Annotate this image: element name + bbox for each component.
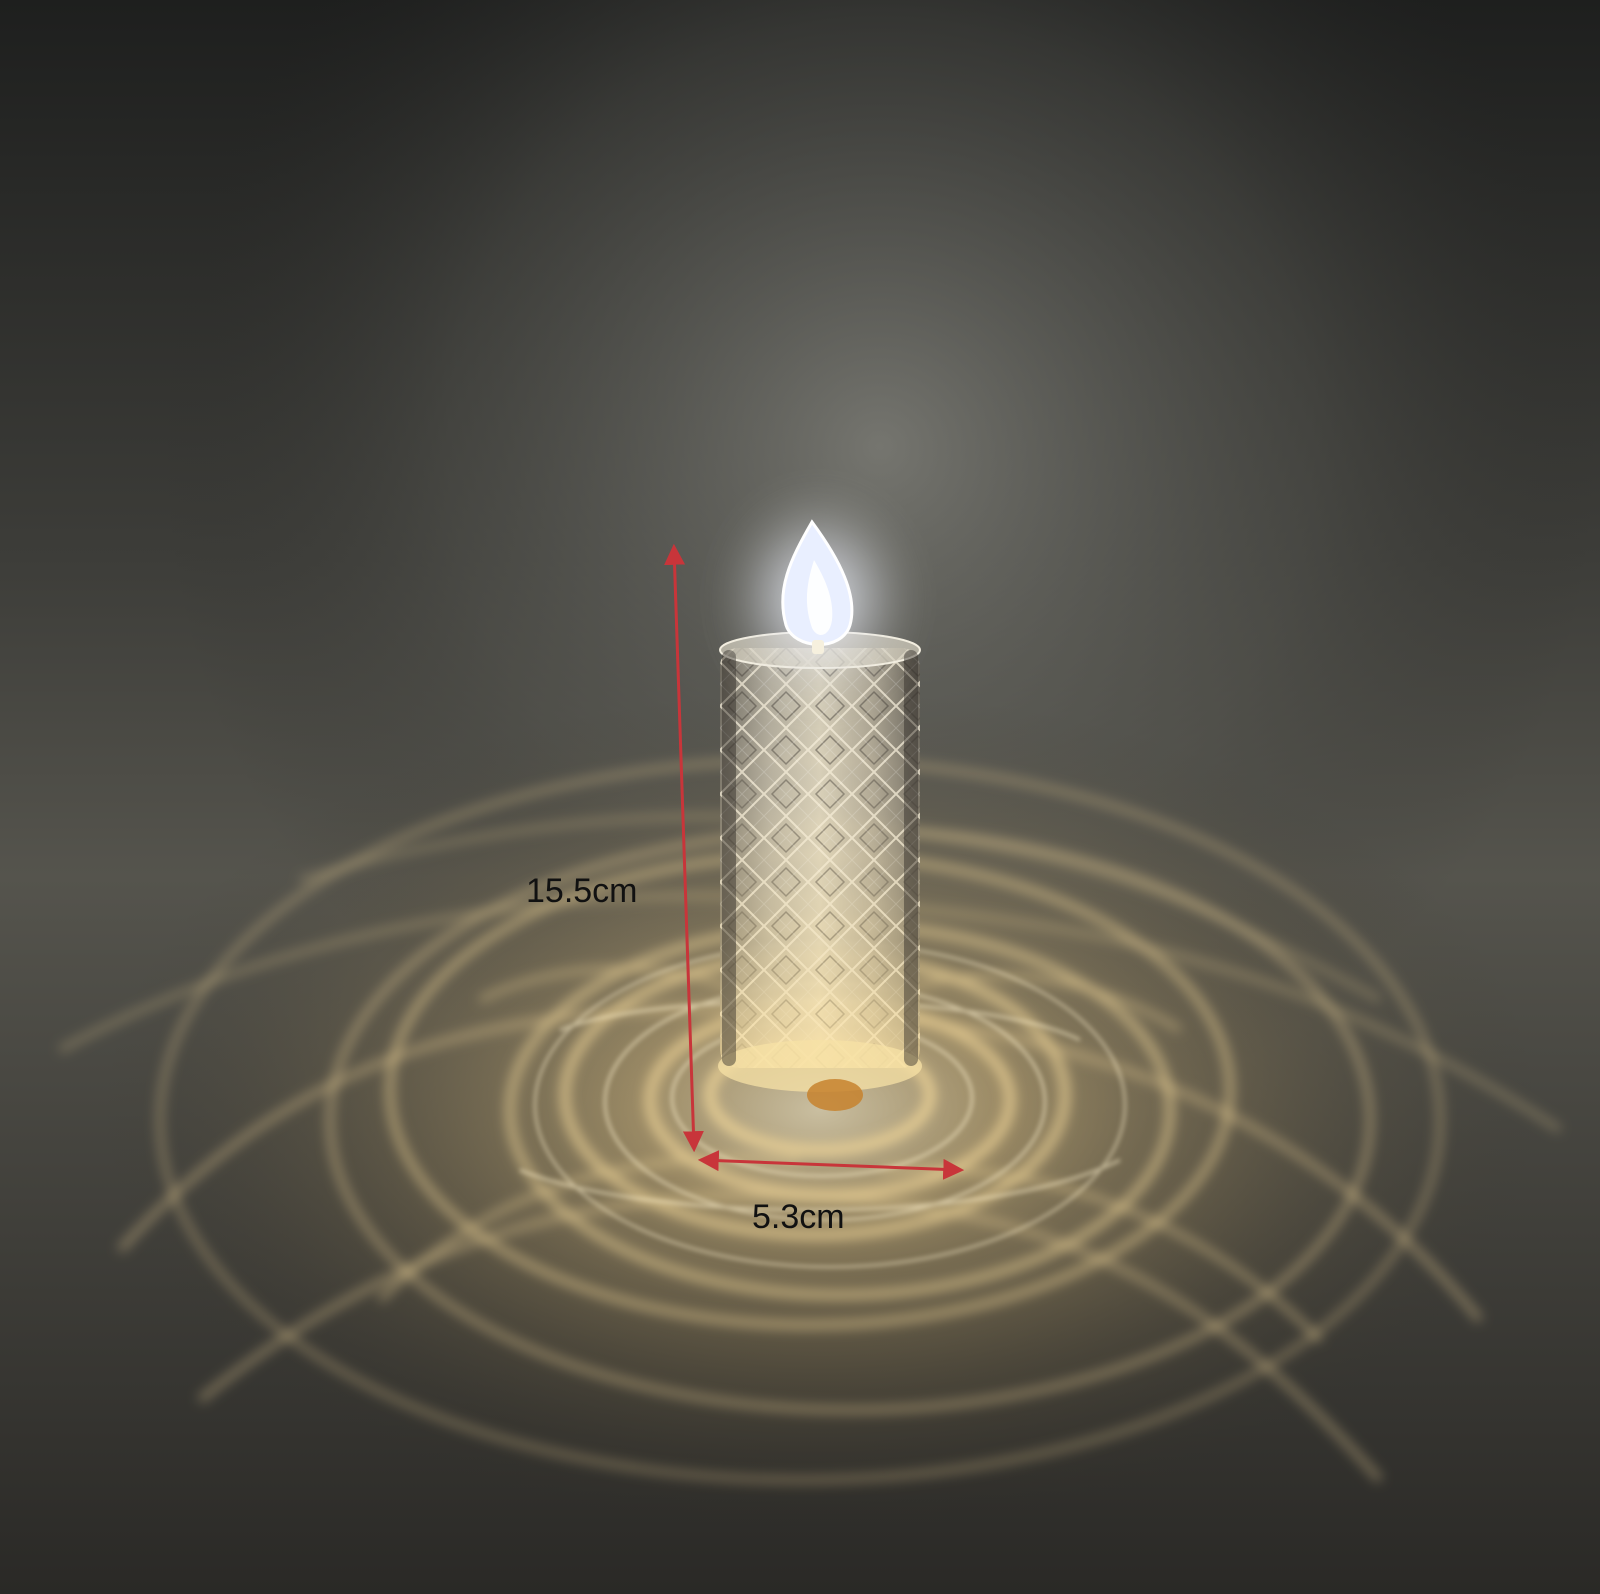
flame-icon [723,490,913,710]
crystal-candle-lamp [718,631,922,1111]
height-dimension-arrow [664,543,704,1153]
width-label: 5.3cm [752,1198,845,1236]
height-label: 15.5cm [526,872,638,910]
width-dimension-arrow [697,1150,965,1180]
base-reflection [807,1079,863,1111]
